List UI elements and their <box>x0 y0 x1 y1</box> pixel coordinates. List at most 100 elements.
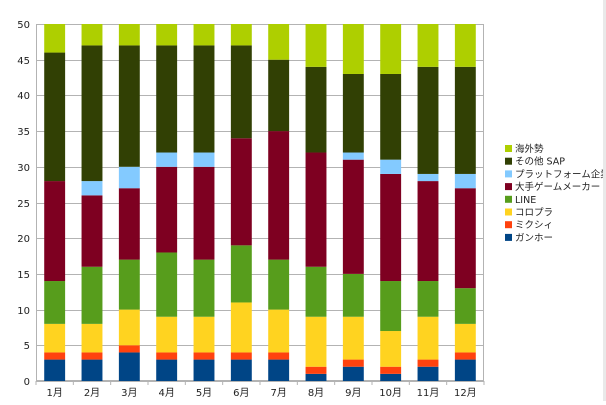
bar-segment-LINE-10月 <box>380 281 402 332</box>
legend-label: 大手ゲームメーカー <box>515 181 600 193</box>
bar-segment-大手ゲームメーカー-1月 <box>44 181 66 282</box>
bar-segment-コロプラ-11月 <box>417 316 439 360</box>
bar-segment-海外勢-3月 <box>118 24 140 46</box>
bar-segment-その他 SAP-5月 <box>193 45 215 153</box>
bar-segment-ミクシィ-5月 <box>193 352 215 360</box>
y-tick-label: 35 <box>17 127 30 138</box>
plot-frame <box>36 24 484 381</box>
legend-swatch <box>505 233 512 241</box>
bar-segment-大手ゲームメーカー-11月 <box>417 181 439 282</box>
bar-segment-プラットフォーム企業-3月 <box>118 166 140 189</box>
x-tick-label: 8月 <box>308 387 324 399</box>
legend-swatch <box>505 157 512 165</box>
bar-segment-コロプラ-5月 <box>193 316 215 353</box>
bar-segment-大手ゲームメーカー-10月 <box>380 173 402 282</box>
legend-label: ガンホー <box>515 233 553 244</box>
bar-segment-LINE-8月 <box>305 266 327 317</box>
bar-segment-ミクシィ-9月 <box>342 359 364 367</box>
bar-segment-ミクシィ-7月 <box>268 352 290 360</box>
bar-segment-ミクシィ-4月 <box>156 352 178 360</box>
bar-segment-LINE-12月 <box>454 288 476 324</box>
bar-segment-LINE-5月 <box>193 259 215 317</box>
bar-segment-コロプラ-9月 <box>342 316 364 360</box>
bar-segment-LINE-11月 <box>417 281 439 317</box>
bar-segment-コロプラ-7月 <box>268 309 290 353</box>
bar-segment-ミクシィ-11月 <box>417 359 439 367</box>
x-tick-label: 4月 <box>158 387 174 399</box>
bar-segment-ガンホー-4月 <box>156 359 178 381</box>
x-tick-label: 9月 <box>345 387 361 399</box>
bar-segment-海外勢-2月 <box>81 24 103 46</box>
y-tick-label: 10 <box>17 306 30 317</box>
bar-segment-コロプラ-10月 <box>380 331 402 367</box>
bar-segment-コロプラ-4月 <box>156 316 178 353</box>
bar-segment-LINE-1月 <box>44 281 66 324</box>
bar-segment-ミクシィ-8月 <box>305 366 327 374</box>
y-tick-label: 45 <box>17 56 30 67</box>
x-tick-label: 11月 <box>417 387 440 399</box>
bar-segment-大手ゲームメーカー-8月 <box>305 152 327 267</box>
bar-segment-コロプラ-8月 <box>305 316 327 367</box>
bar-segment-ガンホー-5月 <box>193 359 215 381</box>
bar-segment-海外勢-12月 <box>454 24 476 67</box>
legend-swatch <box>505 221 512 229</box>
bar-segment-ミクシィ-2月 <box>81 352 103 360</box>
legend-label: その他 SAP <box>515 156 565 168</box>
x-tick-label: 10月 <box>379 387 402 399</box>
bar-segment-ミクシィ-10月 <box>380 366 402 374</box>
bar-segment-その他 SAP-6月 <box>230 45 252 139</box>
y-tick-label: 5 <box>24 341 30 352</box>
bar-segment-その他 SAP-9月 <box>342 73 364 153</box>
y-tick-label: 30 <box>17 163 30 174</box>
bar-segment-ガンホー-8月 <box>305 373 327 381</box>
x-tick-label: 3月 <box>121 387 137 399</box>
bar-segment-海外勢-11月 <box>417 24 439 67</box>
bar-segment-海外勢-9月 <box>342 24 364 74</box>
x-tick-label: 7月 <box>270 387 286 399</box>
bar-segment-海外勢-5月 <box>193 24 215 46</box>
y-tick-label: 15 <box>17 270 30 281</box>
bar-segment-海外勢-6月 <box>230 24 252 46</box>
legend-label: LINE <box>515 195 536 206</box>
y-tick-label: 40 <box>17 91 30 102</box>
bar-segment-大手ゲームメーカー-5月 <box>193 166 215 260</box>
bar-segment-ガンホー-2月 <box>81 359 103 381</box>
bar-segment-その他 SAP-7月 <box>268 59 290 132</box>
bar-segment-LINE-3月 <box>118 259 140 310</box>
bar-segment-コロプラ-2月 <box>81 323 103 353</box>
legend-label: プラットフォーム企業 <box>515 168 606 180</box>
legend-swatch <box>505 208 512 216</box>
bar-segment-ガンホー-9月 <box>342 366 364 381</box>
bar-segment-ガンホー-6月 <box>230 359 252 381</box>
bar-segment-LINE-4月 <box>156 252 178 317</box>
bar-segment-大手ゲームメーカー-4月 <box>156 166 178 253</box>
bar-segment-その他 SAP-12月 <box>454 66 476 174</box>
bar-segment-海外勢-1月 <box>44 24 66 53</box>
y-tick-label: 20 <box>17 234 30 245</box>
legend-label: 海外勢 <box>515 143 544 155</box>
bar-segment-ガンホー-12月 <box>454 359 476 381</box>
legend-swatch <box>505 145 512 152</box>
x-tick-label: 2月 <box>84 387 100 399</box>
bar-segment-大手ゲームメーカー-7月 <box>268 131 290 260</box>
bar-segment-ミクシィ-3月 <box>118 345 140 353</box>
bar-segment-その他 SAP-8月 <box>305 66 327 153</box>
bars-group <box>44 24 476 381</box>
bar-segment-プラットフォーム企業-9月 <box>342 152 364 160</box>
legend-swatch <box>505 170 512 178</box>
bar-segment-コロプラ-3月 <box>118 309 140 346</box>
bar-segment-ガンホー-1月 <box>44 359 66 381</box>
bar-segment-海外勢-8月 <box>305 24 327 67</box>
bar-segment-プラットフォーム企業-2月 <box>81 181 103 196</box>
bar-segment-プラットフォーム企業-5月 <box>193 152 215 167</box>
bar-segment-その他 SAP-11月 <box>417 66 439 174</box>
y-gridlines <box>36 24 484 382</box>
bar-segment-ガンホー-10月 <box>380 373 402 381</box>
bar-segment-大手ゲームメーカー-2月 <box>81 195 103 267</box>
y-tick-label: 50 <box>17 20 30 31</box>
legend-swatch <box>505 195 512 203</box>
bar-segment-コロプラ-6月 <box>230 302 252 353</box>
bar-segment-コロプラ-1月 <box>44 323 66 353</box>
